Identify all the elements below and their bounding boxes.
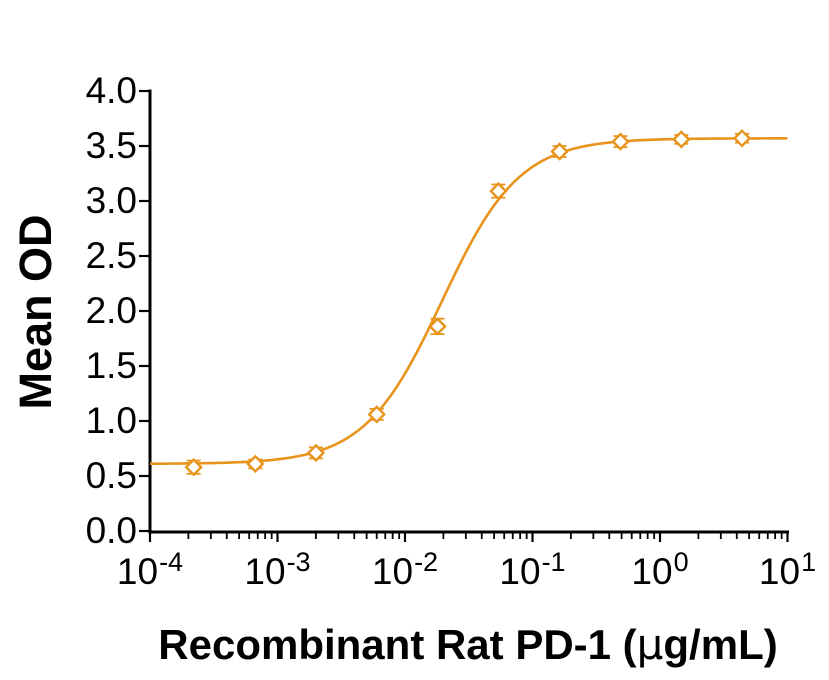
- x-tick-exponent: -1: [541, 547, 566, 577]
- y-axis-title: Mean OD: [10, 214, 61, 410]
- y-tick-label: 0.0: [85, 510, 137, 551]
- x-tick-exponent: -2: [414, 547, 439, 577]
- data-point-marker: [672, 130, 691, 149]
- y-tick-label: 1.5: [85, 345, 137, 386]
- x-axis-title: Recombinant Rat PD-1 (μg/mL): [158, 620, 777, 669]
- data-point-marker: [428, 317, 447, 336]
- y-tick-label: 3.0: [85, 180, 137, 221]
- y-tick-label: 2.5: [85, 235, 137, 276]
- y-tick-label: 1.0: [85, 400, 137, 441]
- data-point-marker: [732, 129, 752, 148]
- data-point-marker: [306, 443, 326, 463]
- x-tick-label: 101: [758, 547, 816, 595]
- mu-symbol: μ: [636, 620, 664, 669]
- data-point-marker: [489, 181, 508, 201]
- x-tick-label: 100: [631, 547, 688, 595]
- data-point-marker: [184, 458, 203, 477]
- y-tick-label: 2.0: [85, 290, 137, 331]
- x-tick-label: 10-3: [244, 547, 310, 595]
- y-tick-label: 0.5: [85, 455, 137, 496]
- x-tick-exponent: -3: [286, 547, 311, 577]
- x-tick-base: 10: [244, 551, 286, 592]
- data-point-marker: [246, 454, 265, 474]
- x-axis-title-prefix: Recombinant Rat PD-1 (: [158, 621, 637, 668]
- y-tick-label: 3.5: [85, 125, 137, 166]
- x-axis-title-suffix: g/mL): [663, 621, 778, 668]
- x-tick-base: 10: [371, 551, 414, 592]
- x-tick-label: 10-1: [499, 547, 565, 595]
- x-tick-base: 10: [758, 551, 801, 592]
- x-tick-label: 10-2: [371, 547, 438, 595]
- x-tick-base: 10: [631, 551, 673, 592]
- x-tick-base: 10: [499, 551, 541, 592]
- x-tick-label: 10-4: [116, 547, 183, 595]
- x-tick-exponent: 0: [673, 547, 689, 577]
- x-tick-exponent: -4: [159, 547, 184, 577]
- data-point-marker: [367, 405, 386, 424]
- y-tick-label: 4.0: [85, 70, 137, 111]
- data-point-marker: [611, 132, 630, 151]
- data-point-marker: [550, 142, 569, 161]
- x-tick-base: 10: [116, 551, 159, 592]
- fit-curve: [149, 137, 788, 466]
- x-tick-exponent: 1: [801, 547, 817, 577]
